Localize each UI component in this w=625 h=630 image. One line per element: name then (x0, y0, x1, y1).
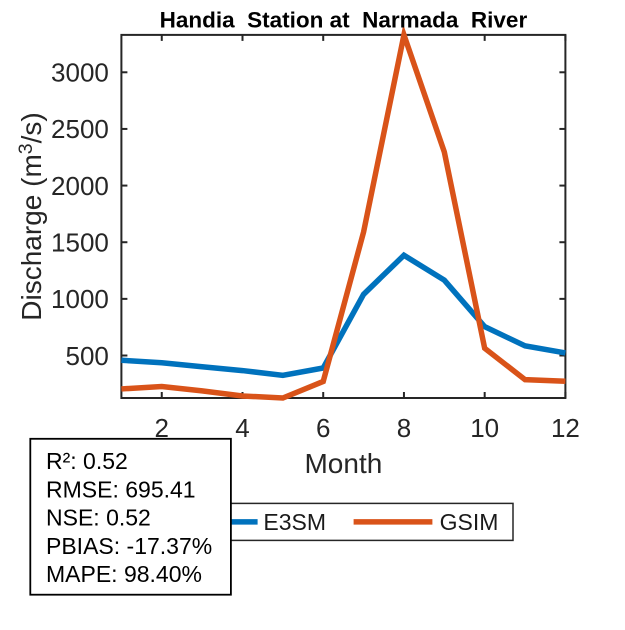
chart-title: Handia Station at Narmada River (160, 8, 528, 33)
data-series (121, 24, 566, 401)
x-tick-labels: 2 4 6 8 10 12 (155, 413, 580, 443)
x-tick-label: 2 (155, 413, 169, 443)
y-tick-label: 1000 (51, 284, 109, 314)
stats-line-nse: NSE: 0.52 (46, 505, 151, 531)
stats-line-rmse: RMSE: 695.41 (46, 476, 196, 502)
stats-line-mape: MAPE: 98.40% (46, 561, 202, 587)
axis-ticks (121, 34, 567, 398)
series-line-gsim (121, 24, 566, 401)
y-tick-label: 2000 (51, 171, 109, 201)
x-tick-label: 8 (397, 413, 411, 443)
x-tick-label: 6 (316, 413, 330, 443)
stats-line-r2: R²: 0.52 (46, 448, 128, 474)
plot-border (120, 33, 567, 400)
x-tick-label: 10 (470, 413, 499, 443)
y-tick-label: 500 (66, 341, 109, 371)
y-axis-label: Discharge (m3/s) (15, 112, 47, 320)
y-tick-label: 2500 (51, 114, 109, 144)
x-axis-label: Month (304, 448, 382, 479)
legend-label-gsim: GSIM (440, 509, 499, 535)
x-tick-label: 12 (551, 413, 580, 443)
stats-box: R²: 0.52 RMSE: 695.41 NSE: 0.52 PBIAS: -… (29, 437, 232, 596)
series-line-e3sm (121, 251, 566, 379)
stats-line-pbias: PBIAS: -17.37% (46, 533, 212, 559)
stats-box-border (29, 437, 232, 596)
y-tick-label: 3000 (51, 58, 109, 88)
y-tick-label: 1500 (51, 228, 109, 258)
legend-label-e3sm: E3SM (263, 509, 326, 535)
y-tick-labels: 500 1000 1500 2000 2500 3000 (51, 58, 109, 371)
x-tick-label: 4 (235, 413, 249, 443)
